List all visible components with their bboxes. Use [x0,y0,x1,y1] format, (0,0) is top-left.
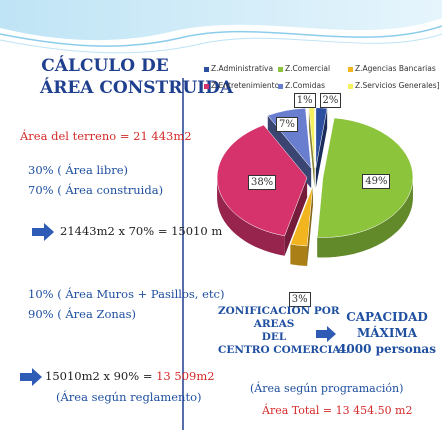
arrow-right-icon [20,368,42,386]
pie-data-label: 7% [275,117,298,133]
pie-slice-wall [315,108,328,188]
calc-zonas-prefix: 15010m2 x 90% = [45,369,153,383]
area-terreno-text: Área del terreno = 21 443m2 [20,129,192,143]
pie-slice-wall [284,177,308,256]
pie-data-label: 49% [362,173,391,189]
arrow-right-icon [316,326,336,342]
pie-slice-side [315,108,328,188]
pie-slice-side [308,107,315,188]
legend-swatch [204,83,209,89]
capacidad-line: MÁXIMA [356,326,418,340]
legend-item: Z.Agencias Bancarias [348,64,436,73]
area-reglamento-text: (Área según reglamento) [56,390,202,404]
area-zonas-text: 90% ( Área Zonas) [28,307,137,321]
area-muros-text: 10% ( Área Muros + Pasillos, etc) [28,287,225,301]
legend-label: Z.Administrativa [211,64,274,73]
pie-chart [216,107,414,267]
legend-item: Z.Comidas [278,81,325,90]
pie-slice-wall [308,107,315,188]
zonificacion-line: ZONIFICACION POR [218,305,340,317]
pie-slice-rim [217,177,285,256]
header-wave-decoration [0,0,442,54]
pie-slice-z-agencias-bancarias [290,186,314,247]
pie-data-label: 1% [293,92,316,108]
zonificacion-line: DEL [261,331,287,343]
legend-label: Z.Comidas [285,81,326,90]
area-total-text: Área Total = 13 454.50 m2 [262,404,413,417]
legend-swatch [204,66,209,72]
legend-label: Z.Agencias Bancarias [355,64,436,73]
pie-slice-z-servicios-generales [308,107,315,168]
legend-item: Z.Entretenimiento [204,81,279,90]
area-construida-text: 70% ( Área construida) [28,183,164,197]
pie-slice-rim [290,244,308,267]
legend-swatch [278,83,283,89]
pie-slice-rim [317,177,413,258]
area-libre-text: 30% ( Área libre) [28,163,128,177]
pie-slice-z-administrativa [315,107,328,168]
pie-data-label: 2% [319,92,342,108]
legend-label: Z.Servicios Generales] [355,81,440,90]
legend-item: Z.Comercial [278,64,330,73]
calc-zonas-text: 15010m2 x 90% = 13 509m2 [45,369,215,383]
legend-label: Z.Comercial [285,64,331,73]
legend-swatch [348,83,353,89]
zonificacion-line: AREAS [253,318,295,330]
pie-data-label: 38% [247,174,277,190]
calc-zonas-result: 13 509m2 [156,369,215,383]
legend-label: Z.Entretenimiento [211,81,280,90]
calc-construida-text: 21443m2 x 70% = 15010 m [60,224,223,238]
capacidad-block: CAPACIDAD MÁXIMA 4000 personas [338,309,436,357]
title-line2: ÁREA CONSTRUIDA [40,78,234,98]
zonificacion-line: CENTRO COMERCIAL [218,344,348,356]
legend-item: Z.Administrativa [204,64,273,73]
zonificacion-block: ZONIFICACION POR AREAS DEL CENTRO COMERC… [218,305,348,357]
capacidad-line: CAPACIDAD [346,310,428,324]
legend-swatch [348,66,353,72]
arrow-right-icon [32,223,54,241]
title-line1: CÁLCULO DE [41,56,169,76]
divider-line [182,78,184,430]
legend-swatch [278,66,283,72]
legend-item: Z.Servicios Generales] [348,81,440,90]
pie-data-label: 3% [288,292,311,308]
capacidad-line: 4000 personas [338,342,436,356]
area-programacion-text: (Área según programación) [250,382,404,395]
